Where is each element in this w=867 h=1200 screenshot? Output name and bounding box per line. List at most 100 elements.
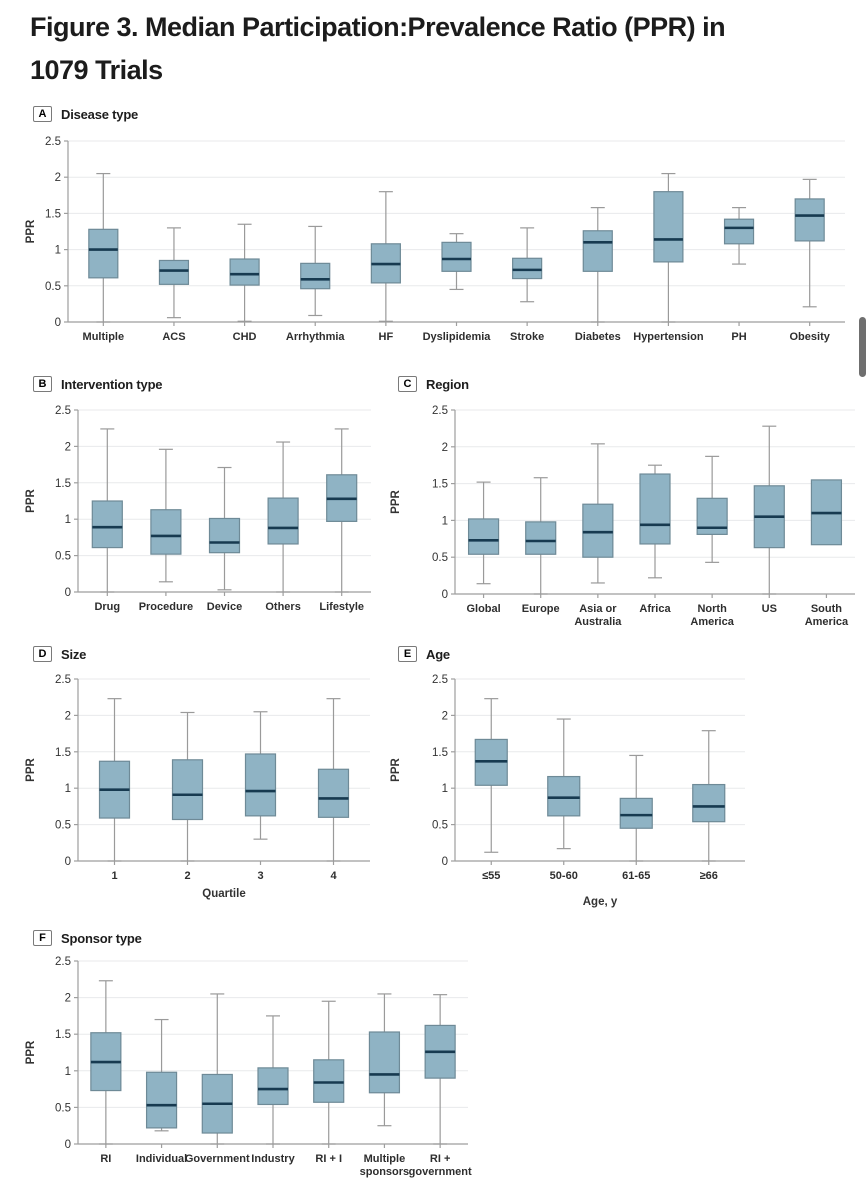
svg-text:America: America xyxy=(805,616,849,628)
svg-text:RI: RI xyxy=(100,1153,111,1165)
svg-text:1: 1 xyxy=(65,1066,71,1078)
svg-text:2: 2 xyxy=(65,441,71,453)
svg-text:0.5: 0.5 xyxy=(55,551,71,563)
svg-text:2.5: 2.5 xyxy=(55,405,71,417)
panel-f-title: Sponsor type xyxy=(61,930,142,946)
svg-text:0.5: 0.5 xyxy=(55,820,71,832)
panel-c-title: Region xyxy=(426,376,469,392)
svg-text:1: 1 xyxy=(442,515,448,527)
svg-text:Arrhythmia: Arrhythmia xyxy=(286,331,346,343)
svg-text:HF: HF xyxy=(379,331,394,343)
svg-text:0: 0 xyxy=(65,587,71,599)
svg-text:2: 2 xyxy=(65,993,71,1005)
svg-text:2.5: 2.5 xyxy=(55,956,71,968)
svg-text:0: 0 xyxy=(442,856,448,868)
svg-text:PPR: PPR xyxy=(25,757,37,781)
svg-text:Hypertension: Hypertension xyxy=(633,331,704,343)
svg-text:2: 2 xyxy=(442,710,448,722)
svg-text:government: government xyxy=(409,1166,472,1178)
svg-text:2.5: 2.5 xyxy=(432,674,448,686)
svg-text:Africa: Africa xyxy=(639,603,671,615)
panel-c-letter: C xyxy=(398,376,417,392)
panel-b-letter: B xyxy=(33,376,52,392)
svg-text:1.5: 1.5 xyxy=(55,1029,71,1041)
boxplot-region: 0 0.5 1 1.5 2 2.5 Global Europe Asia orAustralia… xyxy=(390,405,855,628)
svg-text:Quartile: Quartile xyxy=(202,888,245,900)
svg-text:Individual: Individual xyxy=(136,1153,187,1165)
panel-b-title: Intervention type xyxy=(61,376,163,392)
svg-text:Multiple: Multiple xyxy=(364,1153,406,1165)
svg-text:PPR: PPR xyxy=(25,1040,37,1064)
svg-text:1: 1 xyxy=(55,245,61,257)
svg-text:4: 4 xyxy=(330,870,337,882)
svg-text:0: 0 xyxy=(442,589,448,601)
svg-text:Government: Government xyxy=(185,1153,250,1165)
svg-text:RI +: RI + xyxy=(430,1153,450,1165)
svg-text:0: 0 xyxy=(65,856,71,868)
svg-text:1: 1 xyxy=(442,783,448,795)
svg-text:1.5: 1.5 xyxy=(432,479,448,491)
panel-a-title: Disease type xyxy=(61,106,139,122)
panel-c-header: C Region xyxy=(398,376,469,392)
svg-text:0: 0 xyxy=(55,317,61,329)
svg-text:1.5: 1.5 xyxy=(55,478,71,490)
svg-text:2: 2 xyxy=(55,172,61,184)
svg-text:50-60: 50-60 xyxy=(550,870,578,882)
boxplot-disease-type: 0 0.5 1 1.5 2 2.5 Multiple ACS CHD Arrhythmia HF Dy… xyxy=(25,136,845,343)
svg-text:1: 1 xyxy=(65,783,71,795)
panel-e-letter: E xyxy=(398,646,417,662)
svg-text:Obesity: Obesity xyxy=(790,331,831,343)
svg-text:Stroke: Stroke xyxy=(510,331,544,343)
svg-text:PPR: PPR xyxy=(390,489,402,513)
svg-text:America: America xyxy=(690,616,734,628)
scrollbar-thumb[interactable] xyxy=(859,317,866,377)
panel-b-header: B Intervention type xyxy=(33,376,163,392)
panel-e-header: E Age xyxy=(398,646,450,662)
panel-e-title: Age xyxy=(426,646,450,662)
panel-f-letter: F xyxy=(33,930,52,946)
svg-text:Drug: Drug xyxy=(94,601,120,613)
svg-text:PPR: PPR xyxy=(25,488,37,512)
svg-text:Asia or: Asia or xyxy=(579,603,617,615)
figure-title: Figure 3. Median Participation:Prevalenc… xyxy=(30,6,840,92)
svg-text:Europe: Europe xyxy=(522,603,560,615)
svg-text:2: 2 xyxy=(442,442,448,454)
svg-text:61-65: 61-65 xyxy=(622,870,650,882)
svg-text:Procedure: Procedure xyxy=(139,601,193,613)
svg-text:3: 3 xyxy=(257,870,263,882)
svg-text:US: US xyxy=(762,603,777,615)
svg-text:Industry: Industry xyxy=(251,1153,295,1165)
svg-text:0.5: 0.5 xyxy=(432,820,448,832)
svg-text:Dyslipidemia: Dyslipidemia xyxy=(423,331,492,343)
panel-f-header: F Sponsor type xyxy=(33,930,142,946)
svg-text:PPR: PPR xyxy=(25,219,37,243)
svg-text:sponsors: sponsors xyxy=(360,1166,410,1178)
svg-text:South: South xyxy=(811,603,842,615)
boxplot-size: 0 0.5 1 1.5 2 2.5 1 2 3 4 PPR Quartile xyxy=(25,674,370,900)
svg-text:1: 1 xyxy=(111,870,117,882)
svg-text:PPR: PPR xyxy=(390,757,402,781)
svg-text:0.5: 0.5 xyxy=(45,281,61,293)
svg-text:Multiple: Multiple xyxy=(83,331,125,343)
svg-text:Age, y: Age, y xyxy=(583,896,618,908)
svg-text:2.5: 2.5 xyxy=(432,405,448,417)
panel-d-letter: D xyxy=(33,646,52,662)
svg-text:≤55: ≤55 xyxy=(482,870,500,882)
svg-text:RI + I: RI + I xyxy=(315,1153,342,1165)
panel-d-header: D Size xyxy=(33,646,86,662)
svg-text:Australia: Australia xyxy=(574,616,622,628)
svg-text:1.5: 1.5 xyxy=(55,747,71,759)
figure-title-line1: Figure 3. Median Participation:Prevalenc… xyxy=(30,12,726,42)
figure-title-line2: 1079 Trials xyxy=(30,55,163,85)
svg-text:Others: Others xyxy=(265,601,300,613)
svg-text:0: 0 xyxy=(65,1139,71,1151)
svg-text:1: 1 xyxy=(65,514,71,526)
svg-text:0.5: 0.5 xyxy=(55,1102,71,1114)
svg-text:0.5: 0.5 xyxy=(432,552,448,564)
svg-text:2: 2 xyxy=(65,710,71,722)
boxplot-intervention-type: 0 0.5 1 1.5 2 2.5 Drug Procedure Device Others Lif… xyxy=(25,405,371,613)
svg-text:2: 2 xyxy=(184,870,190,882)
svg-text:2.5: 2.5 xyxy=(55,674,71,686)
